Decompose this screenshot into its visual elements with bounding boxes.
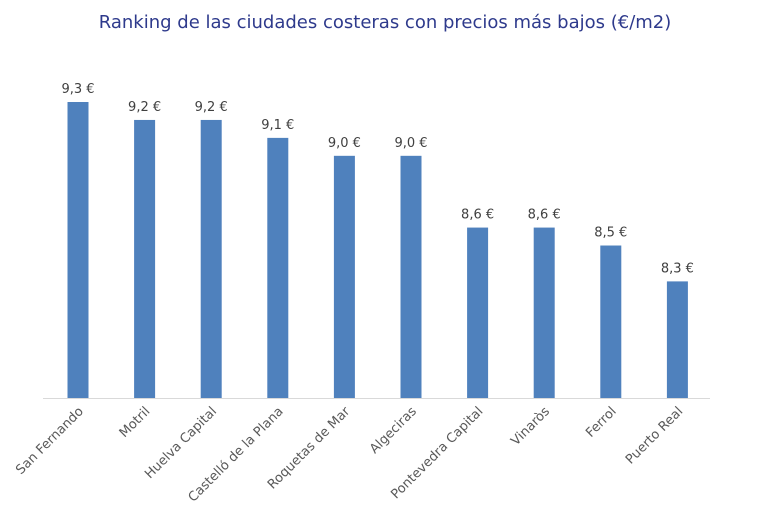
data-label: 8,3 €	[661, 261, 694, 276]
category-label: Algeciras	[367, 404, 420, 457]
bar-1	[134, 119, 156, 398]
data-label: 8,5 €	[594, 226, 627, 241]
data-label: 9,3 €	[61, 82, 94, 97]
chart-title: Ranking de las ciudades costeras con pre…	[99, 12, 672, 33]
category-label: San Fernando	[13, 404, 87, 478]
data-label: 8,6 €	[528, 208, 561, 223]
bar-7	[533, 227, 555, 398]
bar-0	[67, 102, 89, 398]
data-label: 9,0 €	[328, 136, 361, 151]
data-label: 9,1 €	[261, 118, 294, 133]
category-label: Ferrol	[583, 404, 619, 440]
bar-6	[467, 227, 489, 398]
bar-9	[666, 281, 688, 398]
data-label: 9,2 €	[128, 100, 161, 115]
bar-2	[200, 119, 222, 398]
data-label: 9,0 €	[394, 136, 427, 151]
bar-8	[600, 245, 622, 398]
category-label: Vinaròs	[508, 404, 553, 449]
category-label: Motril	[117, 404, 154, 441]
category-label: Puerto Real	[623, 404, 686, 467]
data-label: 8,6 €	[461, 208, 494, 223]
bar-5	[400, 155, 422, 398]
category-label: Huelva Capital	[142, 404, 220, 482]
bar-3	[267, 137, 289, 398]
bar-4	[333, 155, 355, 398]
data-label: 9,2 €	[195, 100, 228, 115]
